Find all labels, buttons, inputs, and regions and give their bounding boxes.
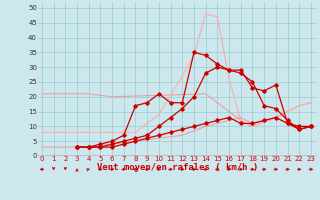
X-axis label: Vent moyen/en rafales ( km/h ): Vent moyen/en rafales ( km/h ) — [97, 163, 258, 172]
